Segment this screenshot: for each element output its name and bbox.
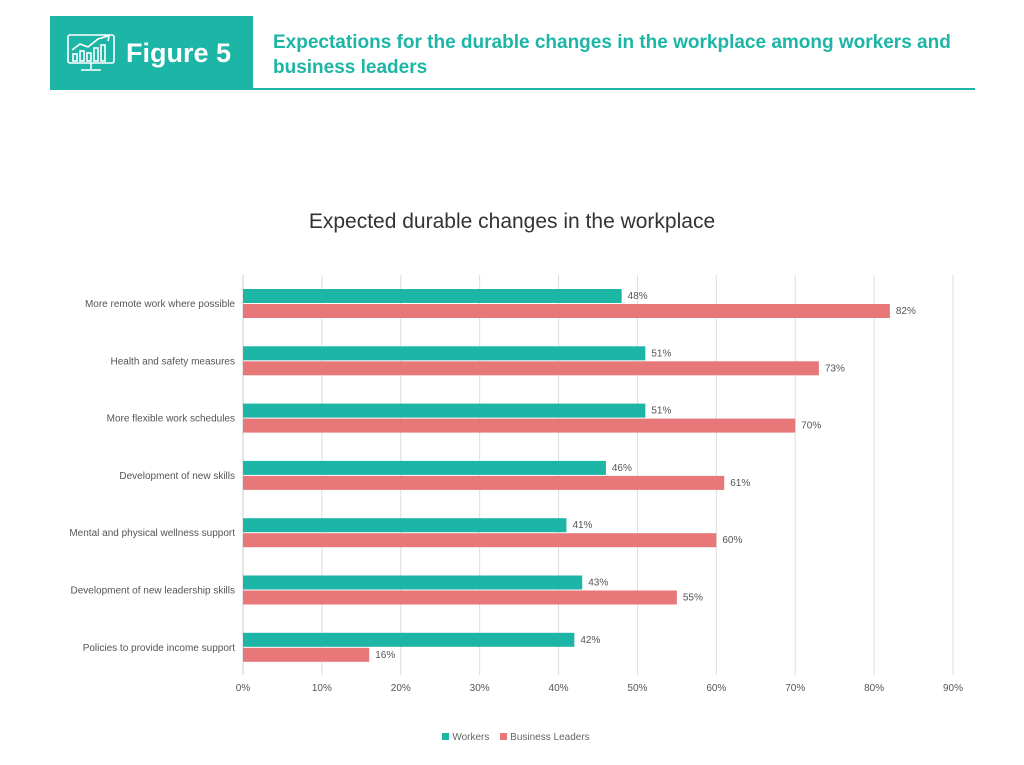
legend: Workers Business Leaders — [0, 732, 1024, 743]
category-label: More remote work where possible — [85, 299, 235, 310]
figure-badge: Figure 5 — [50, 16, 253, 90]
x-tick-label: 0% — [236, 683, 251, 694]
data-label: 46% — [612, 463, 632, 474]
data-label: 70% — [801, 421, 821, 432]
x-tick-label: 50% — [627, 683, 647, 694]
figure-title: Expectations for the durable changes in … — [273, 32, 951, 78]
bar-business-leaders — [243, 304, 890, 318]
category-label: Mental and physical wellness support — [69, 528, 235, 539]
x-tick-label: 60% — [706, 683, 726, 694]
x-tick-label: 10% — [312, 683, 332, 694]
data-label: 61% — [730, 478, 750, 489]
bar-workers — [243, 403, 646, 418]
data-label: 41% — [572, 520, 592, 531]
bar-workers — [243, 346, 646, 361]
bar-workers — [243, 289, 622, 303]
bar-business-leaders — [243, 475, 725, 490]
x-tick-label: 90% — [943, 683, 963, 694]
bar-workers — [243, 460, 606, 475]
legend-swatch-workers — [442, 733, 450, 740]
figure-label: Figure 5 — [126, 37, 232, 68]
data-label: 48% — [628, 291, 648, 302]
category-label: Policies to provide income support — [83, 643, 236, 654]
chart-monitor-icon — [67, 34, 115, 71]
category-label: Development of new skills — [119, 471, 235, 482]
data-label: 43% — [588, 578, 608, 589]
legend-label-leaders: Business Leaders — [510, 732, 590, 743]
legend-swatch-leaders — [500, 733, 508, 740]
data-label: 42% — [580, 635, 600, 646]
data-label: 51% — [651, 406, 671, 417]
x-tick-label: 20% — [391, 683, 411, 694]
bar-workers — [243, 575, 583, 590]
bar-business-leaders — [243, 361, 819, 376]
header-divider — [253, 88, 975, 90]
data-label: 51% — [651, 348, 671, 359]
data-label: 73% — [825, 363, 845, 374]
chart-title: Expected durable changes in the workplac… — [308, 210, 716, 233]
bar-business-leaders — [243, 533, 717, 548]
category-label: More flexible work schedules — [107, 414, 235, 425]
x-tick-label: 30% — [470, 683, 490, 694]
x-tick-label: 70% — [785, 683, 805, 694]
category-label: Development of new leadership skills — [70, 586, 235, 597]
data-label: 60% — [722, 535, 742, 546]
data-label: 55% — [683, 593, 703, 604]
data-label: 82% — [896, 306, 916, 317]
bar-workers — [243, 632, 575, 647]
x-tick-label: 40% — [549, 683, 569, 694]
category-label: Health and safety measures — [110, 356, 235, 367]
bar-business-leaders — [243, 647, 370, 662]
legend-label-workers: Workers — [452, 732, 490, 743]
x-tick-label: 80% — [864, 683, 884, 694]
bar-business-leaders — [243, 418, 796, 433]
bar-business-leaders — [243, 590, 677, 605]
data-label: 16% — [375, 650, 395, 661]
bar-workers — [243, 518, 567, 533]
